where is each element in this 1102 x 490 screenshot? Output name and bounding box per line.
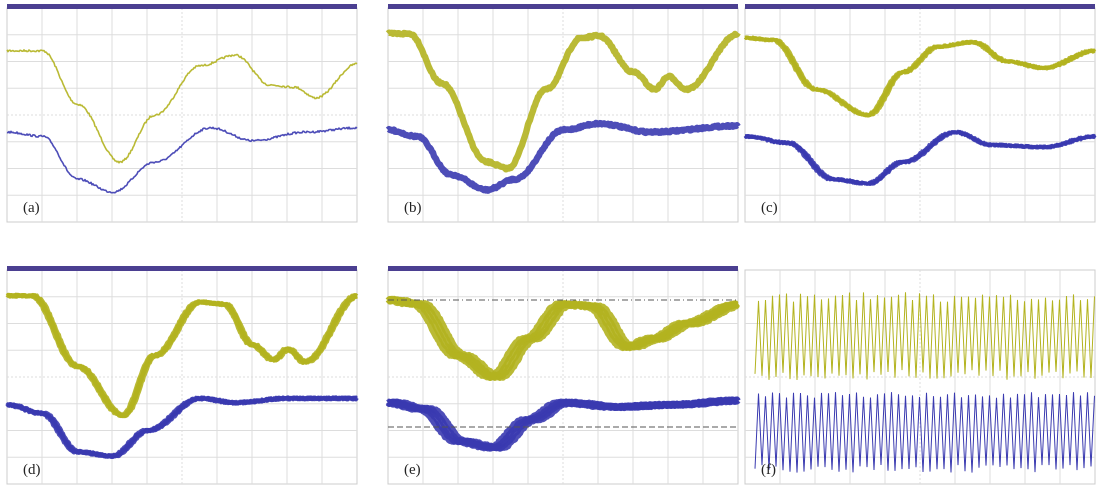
panel: (f) [745, 270, 1095, 484]
panel-label: (f) [761, 462, 776, 478]
panel: (d) [7, 266, 357, 484]
panel-label: (d) [23, 462, 41, 478]
top-bar [388, 4, 738, 9]
panel: (a) [7, 4, 357, 222]
panel-label: (e) [404, 462, 421, 478]
top-bar [745, 4, 1095, 9]
panel: (c) [745, 4, 1095, 222]
top-bar [7, 266, 357, 271]
top-bar [7, 4, 357, 9]
panel: (e) [388, 266, 738, 484]
panel-label: (a) [23, 200, 40, 216]
panel-label: (b) [404, 200, 422, 216]
panel: (b) [388, 4, 738, 222]
panel-label: (c) [761, 200, 778, 216]
top-bar [388, 266, 738, 271]
figure: (a) (b) (c) (d) (e) (f) [0, 0, 1102, 490]
